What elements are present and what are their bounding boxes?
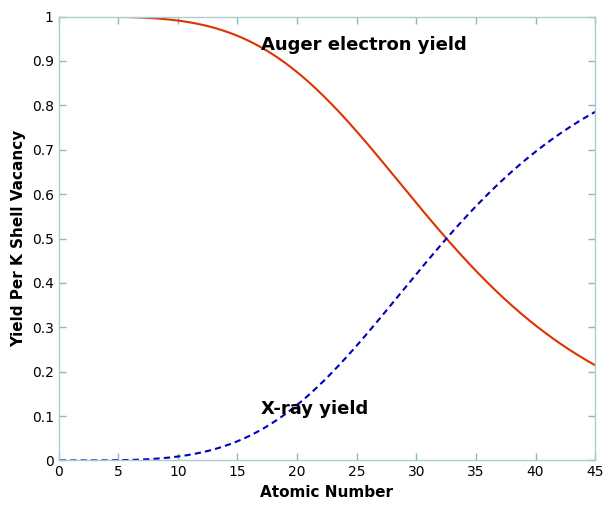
Text: Auger electron yield: Auger electron yield xyxy=(261,36,467,54)
X-axis label: Atomic Number: Atomic Number xyxy=(260,485,394,500)
Y-axis label: Yield Per K Shell Vacancy: Yield Per K Shell Vacancy xyxy=(11,130,26,347)
Text: X-ray yield: X-ray yield xyxy=(261,400,368,418)
